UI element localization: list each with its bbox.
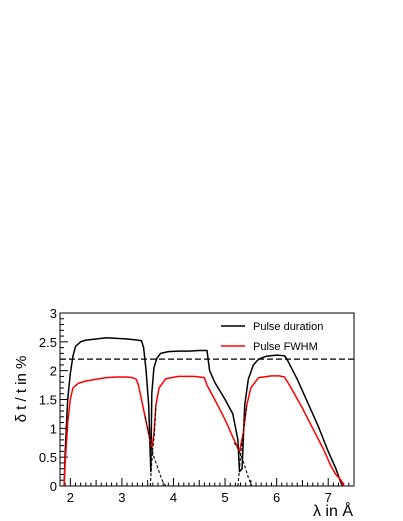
series-dashed-overlap [149,405,157,487]
y-tick-label: 3 [50,306,57,321]
x-tick-label: 4 [170,490,177,505]
y-tick-label: 1.5 [39,393,57,408]
y-tick-label: 1 [50,421,57,436]
y-tick-label: 0 [50,479,57,494]
legend: Pulse duration Pulse FWHM [221,321,323,353]
x-tick-label: 7 [325,490,332,505]
x-axis-label: λ in Å [313,501,353,520]
y-tick-label: 2.5 [39,335,57,350]
x-tick-label: 6 [273,490,280,505]
legend-label: Pulse duration [253,321,323,333]
x-tick-label: 5 [221,490,228,505]
series-layer [63,337,345,487]
tick-layer: 2 3 4 5 6 7 0 0.5 1 1.5 2 2.5 3 [39,306,355,505]
y-tick-label: 0.5 [39,450,57,465]
y-axis-label: δ t / t in % [13,356,30,423]
plot-frame [59,312,355,487]
y-tick-label: 2 [50,364,57,379]
series-dashed-overlap [233,442,253,487]
series-dashed-overlap [144,416,167,487]
x-tick-label: 2 [67,490,74,505]
series-pulse-duration [63,337,344,487]
legend-label: Pulse FWHM [253,341,318,353]
series-dashed-overlap [237,405,248,487]
x-tick-label: 3 [118,490,125,505]
series-pulse-fwhm [63,375,345,487]
